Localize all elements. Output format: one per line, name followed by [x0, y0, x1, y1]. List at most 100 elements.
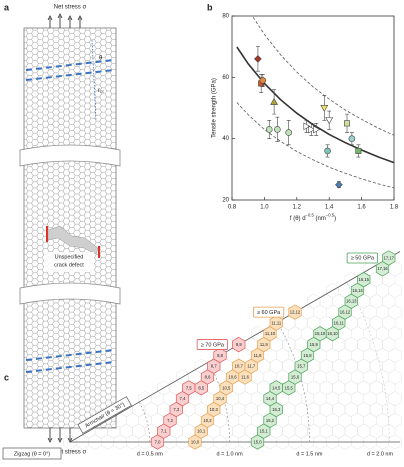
diameter-label: d = 1.5 nm — [296, 451, 323, 457]
chirality-hex — [213, 347, 227, 364]
x-tick-label: 1.8 — [390, 205, 399, 211]
lattice-hex — [301, 412, 314, 428]
x-tick-label: 1.0 — [260, 205, 269, 211]
chirality-label: 10,3 — [210, 407, 219, 412]
lattice-hex — [319, 358, 333, 374]
diameter-label: d = 0.5 nm — [137, 451, 164, 457]
x-tick-label: 0.8 — [228, 205, 237, 211]
lattice-hex — [363, 304, 377, 320]
lattice-hex — [319, 380, 333, 396]
lattice-hex — [238, 412, 252, 428]
group-title: ≥ 70 GPa — [201, 342, 225, 348]
chirality-label: 7,2 — [167, 418, 173, 423]
point — [355, 147, 362, 154]
rcc-sub: cc — [100, 89, 104, 94]
chirality-label: 11,9 — [260, 342, 269, 347]
chirality-label: 7,4 — [180, 396, 186, 401]
lattice-hex — [332, 358, 346, 374]
chirality-label: 12,12 — [290, 310, 301, 315]
lattice-hex — [376, 326, 389, 342]
lattice-hex — [307, 380, 321, 396]
lattice-hex — [357, 423, 371, 439]
lattice-hex — [282, 423, 296, 439]
chirality-label: 10,5 — [222, 385, 231, 390]
lattice-hex — [232, 402, 246, 418]
chirality-label: 10,1 — [197, 429, 206, 434]
chirality-label: 15,2 — [266, 418, 275, 423]
tube-break — [19, 282, 121, 305]
chirality-label: 15,1 — [260, 429, 269, 434]
blue-stripe — [25, 349, 115, 373]
chirality-label: 15,9 — [310, 342, 319, 347]
blue-stripe — [25, 59, 115, 81]
lattice-hex — [382, 293, 396, 309]
y-tick-label: 20 — [222, 198, 229, 204]
tube-break — [19, 144, 121, 167]
point — [274, 126, 281, 133]
lattice-hex — [294, 402, 308, 418]
theta-label: θ — [99, 56, 103, 62]
lattice-hex — [269, 358, 283, 374]
chirality-label: 10,0 — [191, 439, 200, 444]
chirality-label: 11,6 — [241, 374, 250, 379]
x-label-sup: −0.5 — [306, 213, 315, 218]
lattice-hex — [388, 347, 402, 363]
lattice-hex — [363, 326, 377, 342]
point — [335, 180, 343, 189]
x-tick-label: 1.6 — [357, 205, 366, 211]
lattice-hex — [363, 369, 377, 385]
chirality-label: 16,13 — [346, 299, 357, 304]
lattice-hex — [369, 358, 383, 374]
lattice-hex — [294, 423, 308, 439]
lattice-hex — [382, 315, 396, 331]
lattice-hex — [357, 358, 371, 374]
chirality-label: 15,10 — [315, 331, 326, 336]
chirality-label: 16,11 — [334, 320, 345, 325]
chirality-label: 16,15 — [359, 277, 370, 282]
stress-label: Net stress σ — [54, 5, 87, 11]
lattice-hex — [313, 369, 327, 385]
lattice-hex — [244, 402, 258, 418]
x-label-part: (nm — [314, 216, 326, 222]
chirality-label: 8,6 — [205, 374, 211, 379]
x-label-part: ) — [334, 216, 336, 222]
fit-line — [236, 46, 395, 164]
lattice-hex — [338, 347, 352, 363]
lattice-hex — [313, 412, 327, 428]
stress-arrow — [49, 16, 81, 440]
lattice-hex — [344, 358, 358, 374]
x-tick-label: 1.2 — [293, 205, 302, 211]
chirality-label: 7,3 — [173, 407, 179, 412]
group-box — [346, 252, 378, 264]
lattice-hex — [376, 304, 389, 320]
lattice-hex — [388, 434, 402, 450]
lattice-hex — [382, 337, 396, 353]
lattice-hex — [338, 412, 352, 428]
chirality-label: 8,7 — [211, 364, 217, 369]
point — [313, 125, 321, 134]
lattice-hex — [313, 304, 327, 320]
lattice-hex — [332, 402, 346, 418]
lattice-hex — [376, 347, 389, 363]
lattice-hex — [369, 423, 383, 439]
lattice-hex — [369, 293, 383, 309]
y-tick-label: 80 — [222, 14, 229, 20]
panel-c: d = 0.5 nm d = 1.0 nm d = 1.5 nm d = 2.0 nm… — [2, 250, 402, 460]
chirality-hex — [269, 315, 283, 331]
point — [285, 129, 293, 136]
lattice-hex — [382, 380, 396, 396]
chirality-label: 16,10 — [327, 331, 338, 336]
chirality-label: 15,8 — [303, 353, 312, 358]
plot-frame — [231, 15, 395, 201]
point — [308, 125, 316, 134]
y-tick-label: 40 — [222, 136, 229, 142]
lattice-hex — [376, 282, 389, 298]
crack-tip — [46, 226, 100, 258]
lattice-hex — [326, 347, 339, 363]
lattice-hex — [119, 423, 133, 439]
lattice-hex — [363, 347, 377, 363]
tag-box — [2, 447, 62, 460]
crack-label: crack defect — [54, 262, 84, 268]
point — [324, 147, 331, 155]
chirality-label: 7,0 — [155, 439, 161, 444]
